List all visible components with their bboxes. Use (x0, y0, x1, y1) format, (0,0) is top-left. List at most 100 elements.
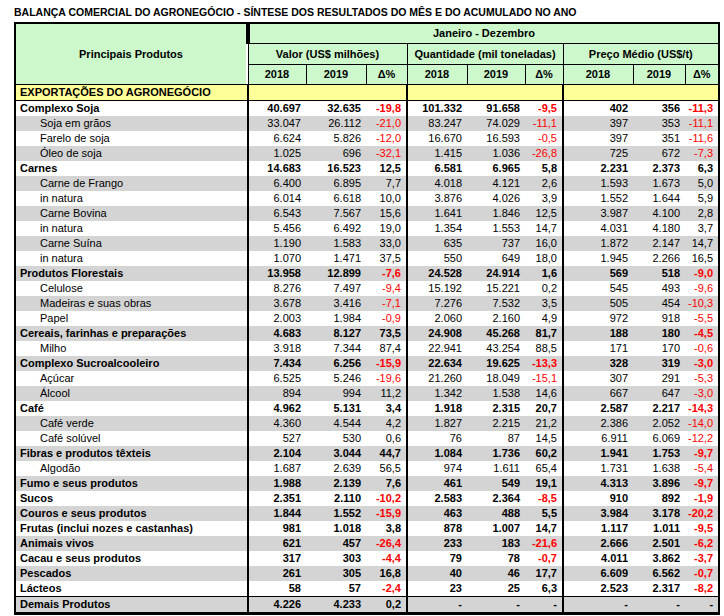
value-cell: 319 (633, 356, 685, 371)
value-cell: 4.100 (633, 206, 685, 221)
value-cell: 56,5 (366, 461, 407, 476)
value-cell: 4.233 (306, 597, 366, 614)
value-cell: 4,9 (525, 311, 563, 326)
value-cell: -12,0 (366, 131, 407, 146)
value-cell: 305 (306, 566, 366, 581)
section-spacer-valor (248, 85, 407, 101)
value-cell: 4.962 (248, 401, 306, 416)
table-row: Soja em grãos33.04726.112-21,083.24774.0… (15, 116, 719, 131)
value-cell: 19,1 (525, 476, 563, 491)
value-cell: 16.670 (407, 131, 467, 146)
product-label: Farelo de soja (15, 131, 248, 146)
value-cell: 1.872 (563, 236, 633, 251)
value-cell: 1.415 (407, 146, 467, 161)
value-cell: 1.084 (407, 446, 467, 461)
value-cell: 24.528 (407, 266, 467, 281)
value-cell: 15.221 (467, 281, 525, 296)
value-cell: 1.018 (306, 521, 366, 536)
value-cell: -2,4 (366, 581, 407, 597)
value-cell: 4.180 (633, 221, 685, 236)
product-label: Cereais, farinhas e preparações (15, 326, 248, 341)
value-cell: 3,4 (366, 401, 407, 416)
value-cell: 1.593 (563, 176, 633, 191)
value-cell: 530 (306, 431, 366, 446)
value-cell: 18,0 (525, 251, 563, 266)
value-cell: 7.567 (306, 206, 366, 221)
value-cell: 6.492 (306, 221, 366, 236)
period-header: Janeiro - Dezembro (248, 23, 719, 44)
value-cell: 3,5 (525, 296, 563, 311)
value-cell: -0,7 (685, 566, 719, 581)
value-cell: 183 (467, 536, 525, 551)
value-cell: 2.364 (467, 491, 525, 506)
value-cell: 1.007 (467, 521, 525, 536)
value-cell: 20,7 (525, 401, 563, 416)
value-cell: 1.552 (306, 506, 366, 521)
value-cell: 15,6 (366, 206, 407, 221)
value-cell: 667 (563, 386, 633, 401)
value-cell: 7.434 (248, 356, 306, 371)
table-row: Frutas (inclui nozes e castanhas)9811.01… (15, 521, 719, 536)
product-label: Milho (15, 341, 248, 356)
value-cell: 26.112 (306, 116, 366, 131)
value-cell: 550 (407, 251, 467, 266)
col-header-preco-2019: 2019 (633, 65, 685, 85)
value-cell: -10,3 (685, 296, 719, 311)
value-cell: 2.501 (633, 536, 685, 551)
value-cell: 1.673 (633, 176, 685, 191)
col-header-quantidade-delta: Δ% (525, 65, 563, 85)
value-cell: 13.958 (248, 266, 306, 281)
value-cell: 16,5 (685, 251, 719, 266)
value-cell: 101.332 (407, 101, 467, 117)
value-cell: 58 (248, 581, 306, 597)
value-cell: 8.276 (248, 281, 306, 296)
period-row: Principais Produtos Janeiro - Dezembro (15, 23, 719, 44)
value-cell: -12,2 (685, 431, 719, 446)
value-cell: 24.908 (407, 326, 467, 341)
table-row: Sucos2.3512.110-10,22.5832.364-8,5910892… (15, 491, 719, 506)
value-cell: -10,2 (366, 491, 407, 506)
value-cell: 1.641 (407, 206, 467, 221)
value-cell: 32.635 (306, 101, 366, 117)
value-cell: -9,0 (685, 266, 719, 281)
value-cell: 918 (633, 311, 685, 326)
value-cell: 0,2 (366, 597, 407, 614)
value-cell: 356 (633, 101, 685, 117)
value-cell: 3.896 (633, 476, 685, 491)
table-row: Fumo e seus produtos1.9882.1397,64615491… (15, 476, 719, 491)
value-cell: -3,7 (685, 551, 719, 566)
table-row: Demais Produtos4.2264.2330,2------ (15, 597, 719, 614)
value-cell: 635 (407, 236, 467, 251)
value-cell: 4,2 (366, 416, 407, 431)
value-cell: 37,5 (366, 251, 407, 266)
value-cell: 4.011 (563, 551, 633, 566)
value-cell: 12,5 (366, 161, 407, 176)
table-row: Lácteos5857-2,423256,32.5232.317-8,2 (15, 581, 719, 597)
value-cell: 3.987 (563, 206, 633, 221)
value-cell: -3,0 (685, 386, 719, 401)
value-cell: 1.644 (633, 191, 685, 206)
value-cell: 7,7 (366, 176, 407, 191)
value-cell: 2.104 (248, 446, 306, 461)
value-cell: 2.639 (306, 461, 366, 476)
value-cell: -21,0 (366, 116, 407, 131)
table-row: Óleo de soja1.025696-32,11.4151.036-26,8… (15, 146, 719, 161)
value-cell: 5,5 (525, 506, 563, 521)
value-cell: -5,5 (685, 311, 719, 326)
value-cell: 87,4 (366, 341, 407, 356)
value-cell: 40 (407, 566, 467, 581)
value-cell: 87 (467, 431, 525, 446)
value-cell: 1.731 (563, 461, 633, 476)
table-header: Principais Produtos Janeiro - Dezembro V… (15, 23, 719, 85)
value-cell: 878 (407, 521, 467, 536)
value-cell: - (525, 597, 563, 614)
table-row: Farelo de soja6.6245.826-12,016.67016.59… (15, 131, 719, 146)
value-cell: 3,9 (525, 191, 563, 206)
table-row: Carne de Frango6.4006.8957,74.0184.1212,… (15, 176, 719, 191)
col-header-valor-2019: 2019 (306, 65, 366, 85)
value-cell: 0,2 (525, 281, 563, 296)
value-cell: 33,0 (366, 236, 407, 251)
value-cell: -0,6 (685, 341, 719, 356)
value-cell: 18.049 (467, 371, 525, 386)
product-label: Pescados (15, 566, 248, 581)
